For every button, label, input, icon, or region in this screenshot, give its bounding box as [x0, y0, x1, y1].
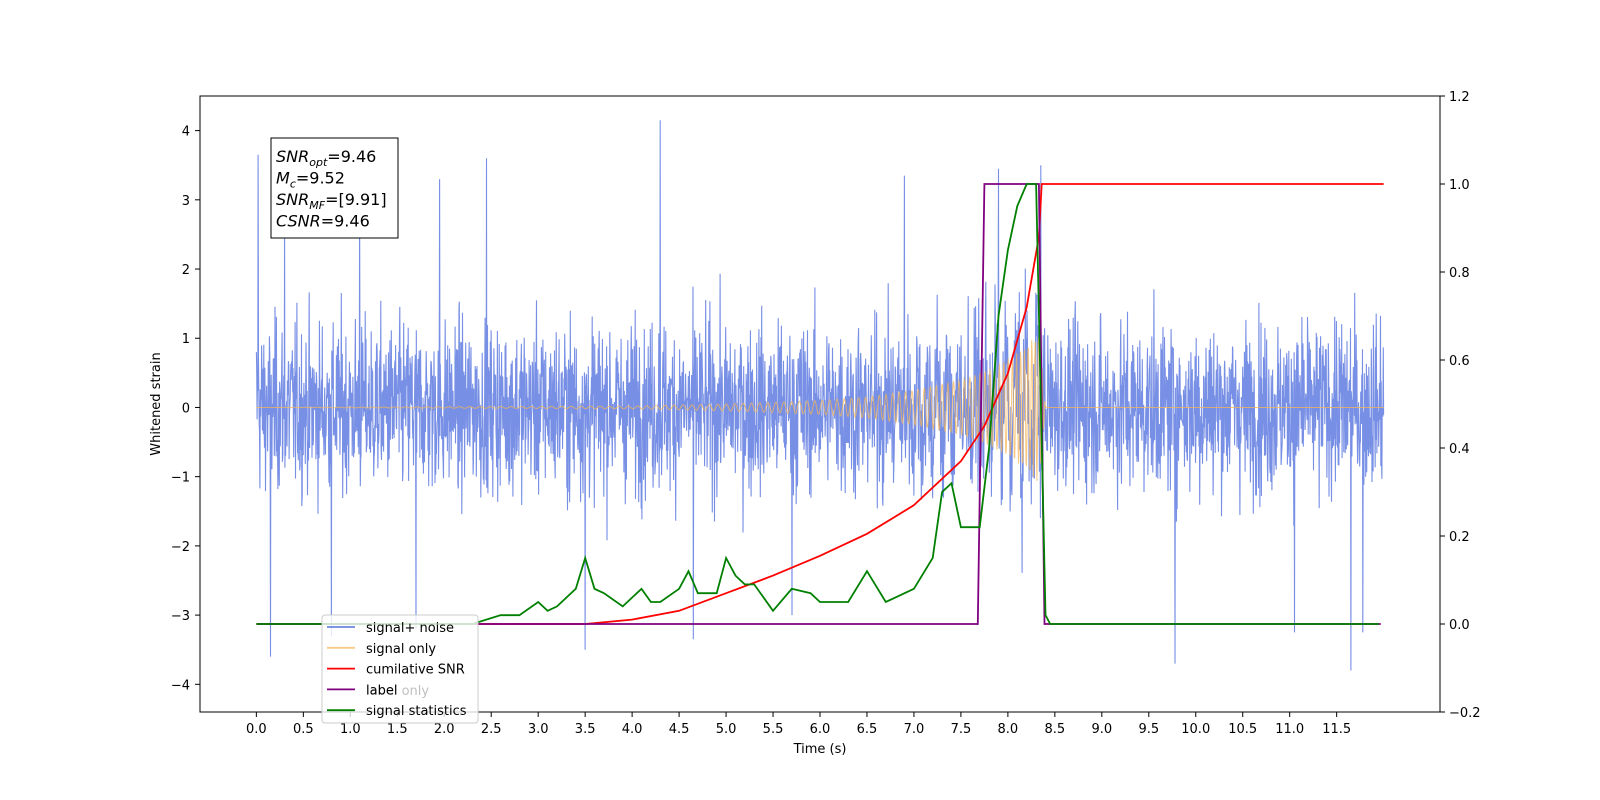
series-cumilative-snr: [256, 183, 1384, 625]
x-tick-label: 2.5: [481, 722, 502, 737]
y-tick-label: 0: [182, 401, 190, 416]
y2-tick-label: 0.2: [1449, 530, 1470, 545]
x-tick-label: 3.0: [528, 722, 549, 737]
x-tick-label: 1.5: [387, 722, 408, 737]
series-signal-only: [256, 335, 1384, 482]
series-label: [256, 183, 1381, 625]
legend-label: label: [366, 683, 397, 698]
x-tick-label: 9.5: [1138, 722, 1159, 737]
legend-label: cumilative SNR: [366, 663, 465, 678]
x-tick-label: 8.0: [998, 722, 1019, 737]
y-tick-label: 4: [182, 125, 190, 140]
y-tick-label: −2: [171, 540, 190, 555]
x-tick-label: 0.0: [246, 722, 267, 737]
y2-tick-label: 0.6: [1449, 354, 1470, 369]
y2-tick-label: −0.2: [1449, 706, 1481, 721]
x-axis: 0.0 0.5 1.0 1.5 2.0 2.5 3.0 3.5 4.0 4.5 5.0 5.5 6.0 6…: [246, 712, 1351, 737]
x-tick-label: 9.0: [1091, 722, 1112, 737]
y-tick-label: −3: [171, 609, 190, 624]
legend-label: signal statistics: [366, 704, 467, 719]
y-tick-label: 1: [182, 332, 190, 347]
y-tick-label: −1: [171, 471, 190, 486]
x-tick-label: 1.0: [340, 722, 361, 737]
legend-label: signal only: [366, 642, 436, 657]
series-layer: [255, 120, 1385, 671]
x-tick-label: 4.5: [669, 722, 690, 737]
x-tick-label: 10.5: [1228, 722, 1257, 737]
annotation-line: SNRopt=9.46: [276, 147, 376, 169]
annotation-frame: [270, 137, 399, 239]
y-axis-right: −0.2 0.0 0.2 0.4 0.6 0.8 1.0 1.2: [1440, 90, 1481, 721]
x-axis-label: Time (s): [793, 742, 847, 757]
y-tick-label: 3: [182, 194, 190, 209]
y-axis-left: −4 −3 −2 −1 0 1 2 3 4: [171, 125, 200, 693]
y2-tick-label: 1.2: [1449, 90, 1470, 105]
y-axis-label: Whitened strain: [149, 352, 164, 455]
x-tick-label: 7.0: [904, 722, 925, 737]
annotation-line: CSNR=9.46: [276, 212, 370, 231]
annotation-line: Mc=9.52: [276, 169, 345, 191]
y-tick-label: −4: [171, 678, 190, 693]
x-tick-label: 10.0: [1181, 722, 1210, 737]
x-tick-label: 5.0: [716, 722, 737, 737]
x-tick-label: 6.0: [810, 722, 831, 737]
y-tick-label: 2: [182, 263, 190, 278]
legend-ghost-label: label only: [366, 684, 429, 699]
y2-tick-label: 1.0: [1449, 178, 1470, 193]
x-tick-label: 2.0: [434, 722, 455, 737]
x-tick-label: 4.0: [622, 722, 643, 737]
y2-tick-label: 0.4: [1449, 442, 1470, 457]
series-signal-statistics: [256, 183, 1379, 625]
x-tick-label: 6.5: [857, 722, 878, 737]
legend: label only signal+ noise signal only cumila…: [321, 614, 479, 724]
legend-frame: [321, 614, 479, 724]
legend-label: signal+ noise: [366, 621, 454, 636]
y2-tick-label: 0.0: [1449, 618, 1470, 633]
series-signal-plus-noise: [255, 120, 1385, 671]
x-tick-label: 11.5: [1322, 722, 1351, 737]
x-tick-label: 8.5: [1045, 722, 1066, 737]
x-tick-label: 3.5: [575, 722, 596, 737]
y2-tick-label: 0.8: [1449, 266, 1470, 281]
annotation-line: SNRMF=[9.91]: [276, 190, 387, 212]
x-tick-label: 5.5: [763, 722, 784, 737]
x-tick-label: 11.0: [1275, 722, 1304, 737]
x-tick-label: 0.5: [293, 722, 314, 737]
x-tick-label: 7.5: [951, 722, 972, 737]
